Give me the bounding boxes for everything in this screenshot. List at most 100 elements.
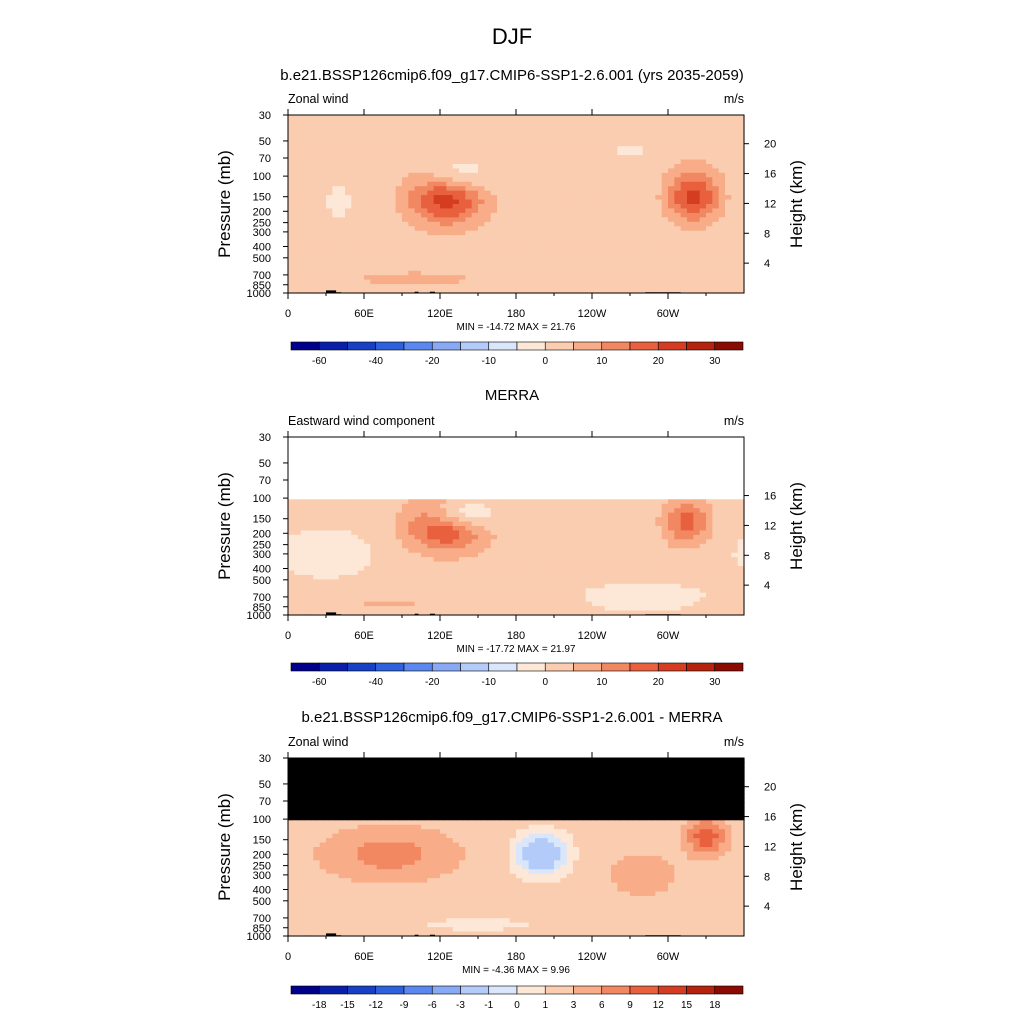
field-cell bbox=[452, 275, 460, 281]
field-cell bbox=[680, 521, 688, 527]
field-cell bbox=[699, 530, 707, 536]
field-cell bbox=[509, 235, 517, 241]
field-cell bbox=[725, 543, 732, 549]
field-cell bbox=[313, 123, 321, 129]
field-cell bbox=[528, 163, 536, 169]
field-cell bbox=[554, 468, 561, 474]
field-cell bbox=[699, 499, 707, 505]
field-cell bbox=[604, 177, 612, 183]
field-cell bbox=[680, 221, 688, 227]
field-cell bbox=[288, 454, 295, 460]
field-cell bbox=[471, 172, 479, 178]
field-cell bbox=[617, 155, 625, 161]
field-cell bbox=[376, 534, 384, 540]
field-cell bbox=[573, 508, 580, 514]
field-cell bbox=[598, 137, 606, 143]
field-cell bbox=[408, 141, 416, 147]
field-cell bbox=[408, 195, 416, 201]
field-cell bbox=[490, 270, 498, 276]
field-cell bbox=[459, 521, 466, 527]
field-cell bbox=[699, 454, 707, 460]
field-cell bbox=[668, 288, 675, 294]
field-cell bbox=[547, 548, 555, 554]
field-cell bbox=[573, 539, 580, 545]
field-cell bbox=[319, 226, 327, 232]
field-cell bbox=[528, 521, 536, 527]
field-cell bbox=[516, 508, 523, 514]
field-cell bbox=[433, 552, 441, 558]
field-cell bbox=[731, 441, 739, 447]
field-cell bbox=[332, 534, 340, 540]
field-cell bbox=[440, 172, 447, 178]
field-cell bbox=[503, 137, 511, 143]
field-cell bbox=[433, 437, 441, 443]
field-cell bbox=[446, 208, 454, 214]
field-cell bbox=[693, 508, 701, 514]
field-cell bbox=[674, 450, 682, 456]
field-cell bbox=[357, 190, 365, 196]
field-cell bbox=[636, 530, 644, 536]
field-cell bbox=[389, 279, 397, 285]
field-cell bbox=[509, 208, 517, 214]
field-cell bbox=[604, 517, 612, 523]
field-cell bbox=[395, 190, 403, 196]
field-cell bbox=[307, 163, 314, 169]
field-cell bbox=[623, 115, 631, 121]
field-cell bbox=[706, 204, 713, 210]
field-cell bbox=[725, 190, 732, 196]
field-cell bbox=[427, 190, 435, 196]
field-cell bbox=[421, 494, 428, 500]
field-cell bbox=[655, 499, 663, 505]
field-cell bbox=[630, 526, 637, 532]
field-cell bbox=[421, 150, 428, 156]
field-cell bbox=[389, 534, 397, 540]
field-cell bbox=[516, 172, 523, 178]
field-cell bbox=[712, 445, 720, 451]
field-cell bbox=[598, 490, 606, 496]
field-cell bbox=[471, 163, 479, 169]
field-cell bbox=[516, 137, 523, 143]
field-cell bbox=[503, 257, 511, 263]
field-cell bbox=[288, 275, 295, 281]
field-cell bbox=[345, 526, 352, 532]
field-cell bbox=[573, 557, 580, 563]
field-cell bbox=[636, 521, 644, 527]
field-cell bbox=[471, 230, 479, 236]
field-cell bbox=[395, 146, 403, 152]
field-cell bbox=[725, 195, 732, 201]
field-cell bbox=[503, 155, 511, 161]
field-cell bbox=[604, 284, 612, 290]
field-cell bbox=[300, 261, 308, 267]
field-cell bbox=[332, 279, 340, 285]
field-cell bbox=[351, 150, 359, 156]
field-cell bbox=[566, 454, 574, 460]
field-cell bbox=[332, 552, 340, 558]
field-cell bbox=[737, 494, 745, 500]
field-cell bbox=[649, 468, 656, 474]
field-cell bbox=[636, 437, 644, 443]
field-cell bbox=[294, 190, 302, 196]
field-cell bbox=[288, 270, 295, 276]
field-cell bbox=[731, 499, 739, 505]
field-cell bbox=[731, 132, 739, 138]
field-cell bbox=[421, 521, 428, 527]
field-cell bbox=[471, 512, 479, 518]
field-cell bbox=[668, 548, 675, 554]
field-cell bbox=[592, 557, 599, 563]
field-cell bbox=[541, 239, 549, 245]
field-cell bbox=[642, 212, 650, 218]
field-cell bbox=[592, 468, 599, 474]
field-cell bbox=[503, 159, 511, 165]
field-cell bbox=[566, 155, 574, 161]
field-cell bbox=[300, 472, 308, 478]
y-axis-title: Pressure (mb) bbox=[215, 150, 234, 258]
field-cell bbox=[300, 137, 308, 143]
field-cell bbox=[712, 221, 720, 227]
field-cell bbox=[630, 155, 637, 161]
field-cell bbox=[585, 526, 593, 532]
field-cell bbox=[421, 548, 428, 554]
field-cell bbox=[617, 530, 625, 536]
field-cell bbox=[389, 137, 397, 143]
field-cell bbox=[313, 221, 321, 227]
field-cell bbox=[402, 239, 409, 245]
